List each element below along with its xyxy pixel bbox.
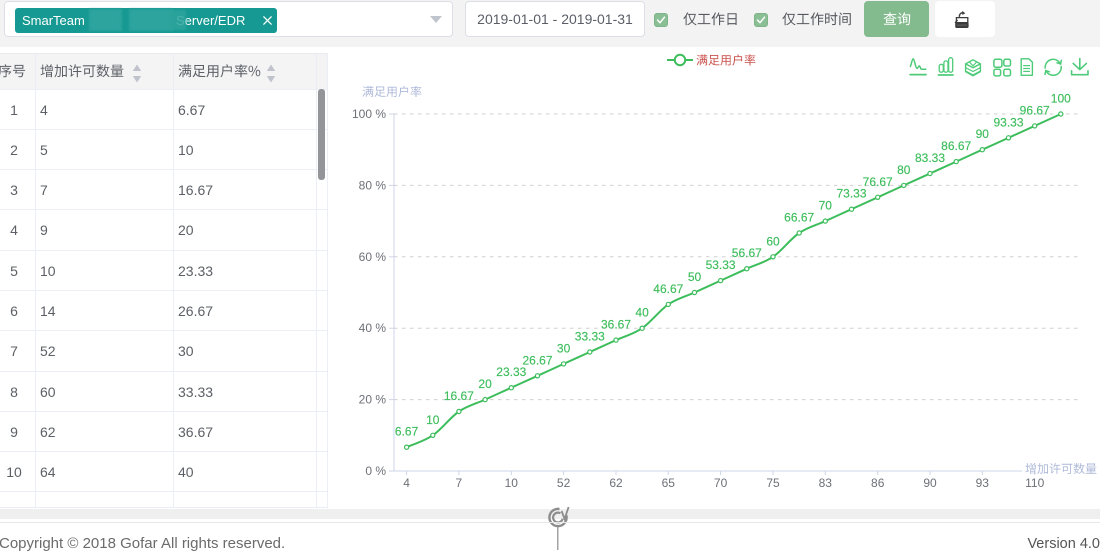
svg-text:26.67: 26.67 [522,353,552,367]
svg-text:96.67: 96.67 [1020,103,1050,117]
svg-text:70: 70 [714,476,728,490]
svg-text:36.67: 36.67 [601,318,631,332]
svg-text:53.33: 53.33 [706,258,736,272]
svg-text:90: 90 [976,127,990,141]
svg-text:33.33: 33.33 [575,330,605,344]
svg-text:66.67: 66.67 [784,211,814,225]
svg-text:93.33: 93.33 [993,115,1023,129]
svg-text:100: 100 [1051,92,1071,106]
svg-text:90: 90 [923,476,937,490]
svg-text:10: 10 [426,413,440,427]
svg-text:10: 10 [505,476,519,490]
svg-text:100 %: 100 % [352,107,386,121]
svg-text:60: 60 [766,234,780,248]
svg-text:75: 75 [766,476,780,490]
svg-text:16.67: 16.67 [444,389,474,403]
svg-text:46.67: 46.67 [653,282,683,296]
svg-text:60 %: 60 % [359,250,387,264]
svg-text:40 %: 40 % [359,321,387,335]
svg-text:23.33: 23.33 [496,365,526,379]
svg-text:73.33: 73.33 [836,187,866,201]
svg-text:20: 20 [478,377,492,391]
svg-text:20 %: 20 % [359,393,387,407]
svg-text:52: 52 [557,476,571,490]
svg-text:65: 65 [662,476,676,490]
svg-text:62: 62 [609,476,623,490]
svg-text:80 %: 80 % [359,178,387,192]
svg-text:83: 83 [819,476,833,490]
svg-text:50: 50 [688,270,702,284]
svg-text:76.67: 76.67 [863,175,893,189]
svg-text:56.67: 56.67 [732,246,762,260]
svg-text:6.67: 6.67 [395,425,419,439]
svg-text:0 %: 0 % [365,464,386,478]
svg-text:30: 30 [557,341,571,355]
svg-text:93: 93 [976,476,990,490]
svg-text:83.33: 83.33 [915,151,945,165]
svg-text:86: 86 [871,476,885,490]
svg-text:70: 70 [819,199,833,213]
svg-text:7: 7 [456,476,463,490]
svg-text:86.67: 86.67 [941,139,971,153]
svg-text:110: 110 [1025,476,1044,490]
svg-text:40: 40 [635,306,649,320]
svg-text:4: 4 [403,476,410,490]
svg-text:80: 80 [897,163,911,177]
